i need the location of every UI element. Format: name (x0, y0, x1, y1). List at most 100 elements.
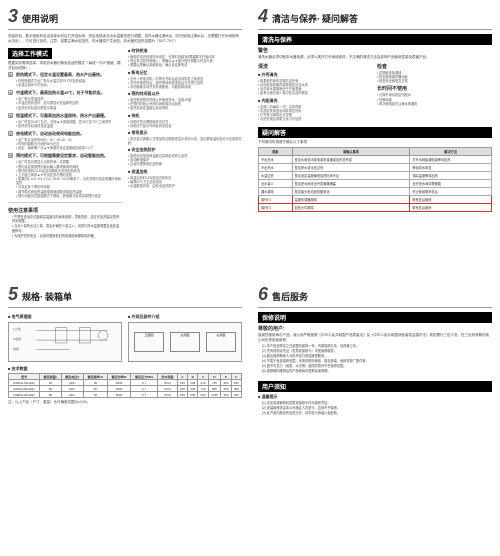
page-4-clean-faq: 4 清洁与保养 · 疑问解答 清洗与保养 警告 清洗水器必须切断本水器电源，必须… (250, 0, 500, 278)
s5-top-row: 电气原理图 L火线 N零线 地线 外观及部件介绍 正面图 (8, 312, 242, 364)
user-notice-item: (2) 安装维修须由本公司指定人员进行，否则不予保修。 (262, 406, 492, 410)
faq-cell: 停止使用联系售后 (410, 188, 492, 196)
longtime-title: 长时间不使用 (377, 85, 492, 92)
faq-cell: 是否停水或水压过低 (292, 164, 410, 172)
faq-cell: 打开水阀接通电源等待加热 (410, 156, 492, 164)
mode-item: 恒恒温模式下，可最高加热水温保持，热水产出最慢。• 出厂时显示45℃左右，可用▲… (8, 113, 122, 128)
faq-title: 疑问解答 (258, 127, 492, 138)
warranty-title: 保修说明 (258, 312, 492, 323)
warranty-item: (6) 保修期内维修后的产品继续享受剩余保修期。 (262, 369, 492, 373)
mode-desc: • 在即热模式下出厂默认水温达到75℃时加热结束。 • 水温达到40℃时出水。 (16, 79, 122, 87)
clock-title: 时钟校准 (128, 48, 242, 54)
mode-list: 即即热模式下，设定水温设置最高，热水产出最快。• 在即热模式下出厂默认水温达到7… (8, 72, 122, 198)
section-num-4: 4 (258, 6, 268, 27)
warranty-item: (4) 不属于免费保修范围：未按说明书使用、擅自拆装、使用非原厂配件等。 (262, 359, 492, 363)
faq-cell: 是否设定温度偏低加热时间不足 (292, 172, 410, 180)
faq-row: 出水量少是否进水阀未全开或管路堵塞全开进水阀清理管路 (259, 180, 492, 188)
mode-icon: 恒 (8, 113, 13, 118)
mode-title: 夜电模式下，自动启动夜间电能加热。 (16, 131, 122, 137)
standby-desc: • 待机时显示屏按键背光灯亮 • 待机时只显示时间及状态信息 (128, 120, 242, 128)
keep-warm-title: 保温加热 (128, 169, 242, 175)
section-6-header: 6 售后服务 (258, 284, 492, 308)
spec-cell: 235 (188, 392, 198, 398)
page-5-spec: 5 规格 · 装箱单 电气原理图 L火线 N零线 地线 外观及部 (0, 278, 250, 556)
faq-cell: 不出热水 (259, 156, 293, 164)
faq-cell: 调高温度等待加热 (410, 172, 492, 180)
diagram-title: 电气原理图 (8, 314, 122, 320)
faq-th: 解决方法 (410, 148, 492, 156)
warranty-list: (1) 本产品自购买之日起整机保修一年，内胆保修五年，加热管三年。(2) 凭有效… (258, 344, 492, 373)
standby-title: 待机 (128, 113, 242, 119)
faq-cell: 是否进水阀未全开或管路堵塞 (292, 180, 410, 188)
memory-title: 断电记忆 (128, 70, 242, 76)
faq-row: 不出热水是否停水或水压过低等待供水恢复 (259, 164, 492, 172)
clean-title: 清洗与保养 (258, 34, 492, 45)
faq-cell: 是否接头松动密封圈老化 (292, 188, 410, 196)
mode-item: 夜夜电模式下，自动启动夜间电能加热。• 出厂默认加热时间为：00：00-06：0… (8, 131, 122, 150)
parts-col: 外观及部件介绍 正面图 左侧面 右侧面 (128, 312, 242, 364)
outer-title: 外壳清洗 (258, 72, 373, 78)
spec-cell: ES80H-MG(ZE) (9, 392, 40, 398)
user-notice-title: 用户须知 (258, 381, 492, 392)
faq-cell: 联系售后维修 (410, 196, 492, 204)
clean-columns: 清洗 外壳清洗 • 用柔软的抹布定期清洁外壳 • 请勿用含研磨剂或腐蚀性清洁水洗… (258, 61, 492, 121)
spec-cell: 1035 (208, 392, 221, 398)
faq-cell: 等待供水恢复 (410, 164, 492, 172)
warranty-item: (3) 超出保修期或人为损坏实行有偿维修服务。 (262, 354, 492, 358)
notice-item: • 严禁在洗浴中过度增高温度加热身体皮肤，导致烫伤，如正在加热建议暂停时刻调整。 (12, 215, 122, 224)
outer-desc: • 用柔软的抹布定期清洁外壳 • 请勿用含研磨剂或腐蚀性清洁水洗 • 请勿将水直… (258, 79, 373, 96)
usage-notice-title: 使用注意事项 (8, 207, 122, 214)
s3-columns: 选择工作模式 根据实际需求选择，将电热水器切换到合适的模式（每按一次JP按键，模… (8, 46, 242, 239)
section-num-3: 3 (8, 6, 18, 27)
mode-icon: 夜 (8, 131, 13, 136)
section-5-header: 5 规格 · 装箱单 (8, 284, 242, 308)
clean-sub: 清洗 (258, 63, 373, 70)
memory-desc: • 意外（停电关机）时再次开机后会自动恢复之前设定 • 意外停电恢复后，需先等待… (128, 77, 242, 89)
s3-left-col: 选择工作模式 根据实际需求选择，将电热水器切换到合适的模式（每按一次JP按键，模… (8, 46, 122, 239)
normal-display-desc: • 常亮显示屏幕上日常加热过程检查显示状态为关，显示屏保温状态灯为无闪烁亮起 (128, 137, 242, 145)
parts-title: 外观及部件介绍 (128, 314, 242, 320)
warranty-intro: 感谢您使用海尔产品。我公司严格按照《中华人民共和国产品质量法》及《中华人民共和国… (258, 333, 492, 343)
mode-item: 中中温模式下，最高加热水温45℃，处于节能状态。• 出厂默认恒温加热 • 中温加… (8, 90, 122, 109)
warranty-item: (1) 本产品自购买之日起整机保修一年，内胆保修五年，加热管三年。 (262, 344, 492, 348)
faq-row: 水温过低是否设定温度偏低加热时间不足调高温度等待加热 (259, 172, 492, 180)
page-6-service: 6 售后服务 保修说明 尊敬的用户: 感谢您使用海尔产品。我公司严格按照《中华人… (250, 278, 500, 556)
spec-cell: 2000 (107, 392, 130, 398)
keep-warm-desc: • 保温加热时LED呈无闪烁状态 • 每隔10℃左右启动加热 • 水温数值闪烁，… (128, 176, 242, 188)
faq-row: 漏水漏电是否接头松动密封圈老化停止使用联系售后 (259, 188, 492, 196)
mode-desc: • 出厂默认恒温加热 • 中温加热状态时，显示屏显示恒温即时加热 • 加热完毕后… (16, 97, 122, 109)
longtime-desc: • 长期不用请排空内胆水 • 切断电源 • 再次使用前先注满水再通电 (377, 93, 492, 105)
notice-item: • 当长少量热水注少量，混合水管的少量注入，将进口热水温度调整至适宜温度即可。 (12, 224, 122, 233)
clock-desc: • 使用前请先校准时间设定，长按时钟键3秒屏幕数字开始闪烁 • 然后将当前时间输… (128, 55, 242, 67)
spec-cell: 916 (198, 392, 208, 398)
section-title-6: 售后服务 (272, 290, 308, 303)
spec-note: 注：以上产品（尺寸、重量）允许偏差范围为±10%。 (8, 400, 242, 405)
mode-title: 恒温模式下，可最高加热水温保持，热水产出最慢。 (16, 113, 122, 119)
inner-desc: • 定期（约每年一次）清洗内胆 • 清洗前关闭进水阀并排空热水 • 打开排污阀排… (258, 105, 373, 122)
faq-cell: 不出热水 (259, 164, 293, 172)
clean-col-2: 检查 • 定期检查电源线 • 检查漏电保护器功能 • 检查安全阀是否正常 长时间… (377, 61, 492, 121)
faq-cell: 联系售后维修 (410, 204, 492, 212)
mode-item: 即即热模式下，设定水温设置最高，热水产出最快。• 在即热模式下出厂默认水温达到7… (8, 72, 122, 87)
spec-row: ES80H-MG(ZE)80220~5020000.7IPX4235235916… (9, 392, 242, 398)
part-view-front: 正面图 (134, 332, 164, 352)
spec-cell: 350 (221, 392, 231, 398)
faq-row: 操作F1温度传感器故障联系售后维修 (259, 196, 492, 204)
spec-table: 型号额定容量L额定电压V额定频率Hz额定功率W额定压力MPa防水等级ABCDEF… (8, 373, 242, 398)
check-title: 检查 (377, 63, 492, 70)
faq-row: 不出热水是否水阀关闭或电源未接通或加热未完成打开水阀接通电源等待加热 (259, 156, 492, 164)
appoint-standby-title: 预约时间段以外 (128, 91, 242, 97)
spec-title: 技术数据 (8, 366, 242, 372)
faq-cell: 水温过低 (259, 172, 293, 180)
warning-title: 警告 (258, 47, 492, 54)
check-desc: • 定期检查电源线 • 检查漏电保护器功能 • 检查安全阀是否正常 (377, 71, 492, 83)
faq-cell: 全开进水阀清理管路 (410, 180, 492, 188)
diagram-e-label: 地线 (13, 347, 19, 351)
mode-title: 预约模式下，可根据需要设定要求，自动智能加热。 (16, 153, 122, 159)
diagram-col: 电气原理图 L火线 N零线 地线 (8, 312, 122, 364)
clean-col-1: 清洗 外壳清洗 • 用柔软的抹布定期清洁外壳 • 请勿用含研磨剂或腐蚀性清洁水洗… (258, 61, 373, 121)
mode-desc: • 出厂默认加热时间为：00：00-06：00 • 时间内能耗为日间的50%左右… (16, 138, 122, 150)
mode-icon: 预 (8, 153, 13, 158)
normal-display-title: 常亮显示 (128, 130, 242, 136)
section-title-4: 清洁与保养 (272, 12, 317, 25)
